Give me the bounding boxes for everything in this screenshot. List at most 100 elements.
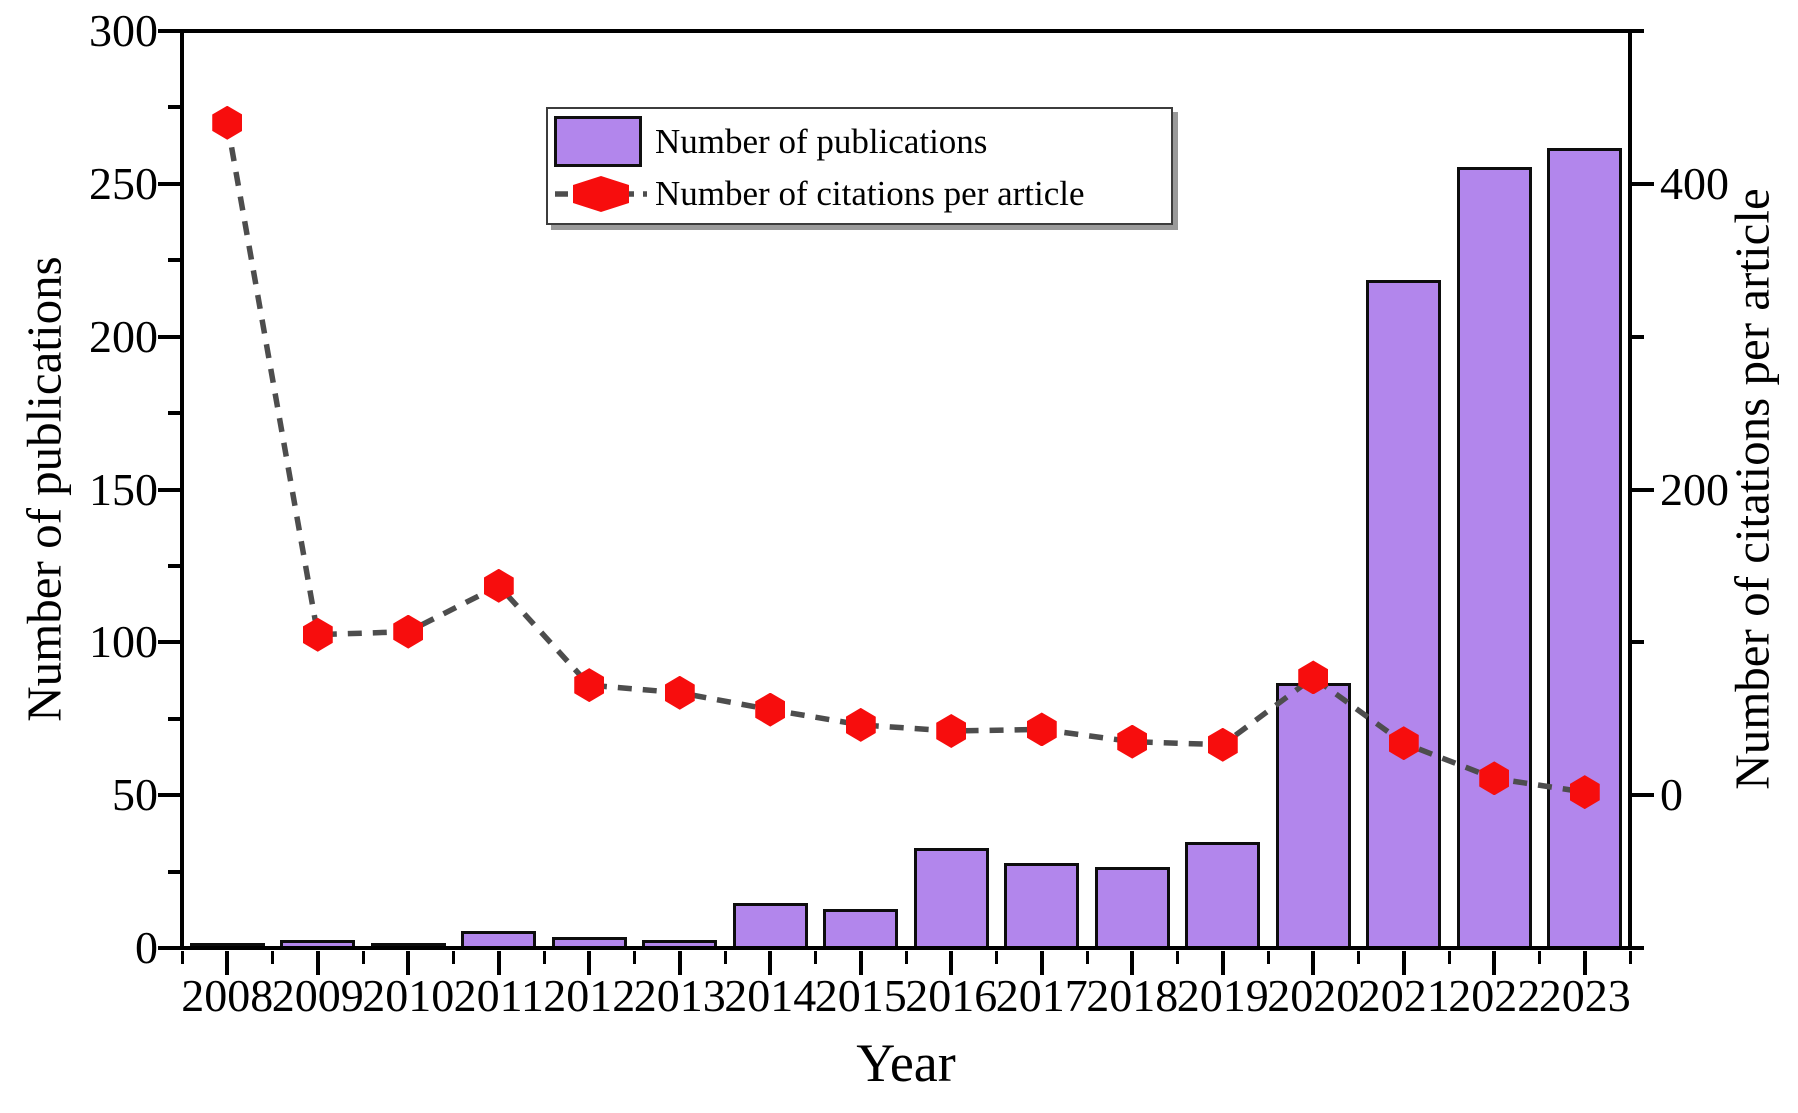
x-axis-major-tick xyxy=(768,951,773,975)
year-label-2017: 2017 xyxy=(995,970,1088,1021)
x-axis-major-tick xyxy=(225,951,230,975)
x-axis-minor-tick xyxy=(1266,951,1270,964)
bar-2023 xyxy=(1547,148,1623,950)
year-label-2009: 2009 xyxy=(271,970,364,1021)
x-axis-major-tick xyxy=(1401,951,1406,975)
bar-2019 xyxy=(1185,842,1261,950)
legend-swatch-publications xyxy=(554,116,642,167)
left-axis-title: Number of publications xyxy=(16,256,72,722)
left-axis-tick xyxy=(168,869,180,874)
x-axis-major-tick xyxy=(1582,951,1587,975)
year-label-2015: 2015 xyxy=(814,970,907,1021)
marker-2008 xyxy=(212,105,243,140)
right-axis-title: Number of citations per article xyxy=(1724,188,1780,790)
marker-2010 xyxy=(393,614,424,649)
left-axis-tick xyxy=(158,181,180,186)
x-axis-major-tick xyxy=(315,951,320,975)
year-label-2012: 2012 xyxy=(543,970,636,1021)
year-label-2013: 2013 xyxy=(633,970,726,1021)
x-axis-minor-tick xyxy=(633,951,636,964)
left-axis-tick-label-100: 100 xyxy=(89,616,158,668)
x-axis-minor-tick xyxy=(1176,951,1179,964)
left-axis-tick xyxy=(168,411,180,416)
x-axis-major-tick xyxy=(1130,951,1135,975)
right-axis-tick xyxy=(1632,793,1654,798)
marker-2012 xyxy=(574,668,605,703)
marker-2019 xyxy=(1207,727,1238,762)
year-label-2023: 2023 xyxy=(1538,970,1631,1021)
bar-2010 xyxy=(370,943,446,950)
left-axis-tick-label-0: 0 xyxy=(135,922,158,973)
x-axis-minor-tick xyxy=(542,951,546,964)
x-axis-major-tick xyxy=(406,951,411,975)
x-axis-major-tick xyxy=(677,951,682,975)
right-axis-tick-label-200: 200 xyxy=(1660,463,1729,515)
left-axis-tick-label-250: 250 xyxy=(89,157,158,209)
left-axis-tick xyxy=(158,29,180,33)
bar-2012 xyxy=(551,937,627,950)
x-axis-minor-tick xyxy=(904,951,908,964)
left-axis-tick xyxy=(168,258,180,263)
x-axis-major-tick xyxy=(1220,951,1225,975)
marker-2013 xyxy=(664,675,695,710)
x-axis-minor-tick xyxy=(361,951,365,964)
bar-2015 xyxy=(823,909,899,950)
bar-2009 xyxy=(280,940,356,950)
left-axis-tick-label-150: 150 xyxy=(89,463,158,515)
left-axis-tick xyxy=(158,946,180,950)
left-axis-tick xyxy=(158,487,180,492)
marker-2016 xyxy=(936,713,967,748)
x-axis-major-tick xyxy=(1311,951,1316,975)
right-axis-tick-label-0: 0 xyxy=(1660,769,1683,821)
right-axis-tick-label-400: 400 xyxy=(1660,157,1729,209)
marker-2018 xyxy=(1117,724,1148,759)
legend-label-publications: Number of publications xyxy=(655,122,988,161)
bar-2008 xyxy=(189,943,265,950)
right-axis-tick xyxy=(1632,334,1644,339)
year-label-2010: 2010 xyxy=(362,970,455,1021)
bar-2016 xyxy=(913,848,989,950)
right-axis-tick xyxy=(1632,640,1644,645)
bar-2011 xyxy=(461,931,537,950)
left-axis-tick xyxy=(158,793,180,798)
right-axis-tick xyxy=(1632,181,1654,186)
x-axis-minor-tick xyxy=(1085,951,1089,964)
x-axis-minor-tick xyxy=(271,951,274,964)
marker-2015 xyxy=(845,707,876,742)
bar-2018 xyxy=(1094,867,1170,950)
left-axis-tick xyxy=(158,640,180,645)
right-axis-tick xyxy=(1632,29,1644,33)
x-axis-minor-tick xyxy=(1538,951,1541,964)
year-label-2014: 2014 xyxy=(724,970,817,1021)
left-axis-tick xyxy=(158,334,180,339)
x-axis-minor-tick xyxy=(814,951,817,964)
left-axis-tick-label-300: 300 xyxy=(89,5,158,56)
x-axis-minor-tick xyxy=(1447,951,1451,964)
bar-2014 xyxy=(732,903,808,950)
x-axis-minor-tick xyxy=(1357,951,1360,964)
x-axis-title: Year xyxy=(856,1033,956,1093)
marker-2009 xyxy=(302,617,333,652)
x-axis-major-tick xyxy=(949,951,954,975)
marker-2011 xyxy=(483,568,514,603)
year-label-2011: 2011 xyxy=(453,970,544,1021)
right-axis-tick xyxy=(1632,487,1654,492)
x-axis-minor-tick xyxy=(1628,951,1632,964)
marker-2014 xyxy=(755,692,786,727)
year-label-2019: 2019 xyxy=(1176,970,1269,1021)
bar-2020 xyxy=(1275,683,1351,950)
x-axis-minor-tick xyxy=(180,951,184,964)
left-axis-tick-label-50: 50 xyxy=(112,769,158,821)
x-axis-major-tick xyxy=(1039,951,1044,975)
x-axis-major-tick xyxy=(1492,951,1497,975)
x-axis-major-tick xyxy=(587,951,592,975)
year-label-2021: 2021 xyxy=(1357,970,1450,1021)
legend-label-citations: Number of citations per article xyxy=(655,174,1085,213)
legend: Number of publications Number of citatio… xyxy=(546,107,1173,225)
right-axis-tick xyxy=(1632,946,1644,950)
year-label-2018: 2018 xyxy=(1086,970,1179,1021)
bar-2013 xyxy=(642,940,718,950)
year-label-2022: 2022 xyxy=(1448,970,1541,1021)
bar-2021 xyxy=(1366,280,1442,950)
